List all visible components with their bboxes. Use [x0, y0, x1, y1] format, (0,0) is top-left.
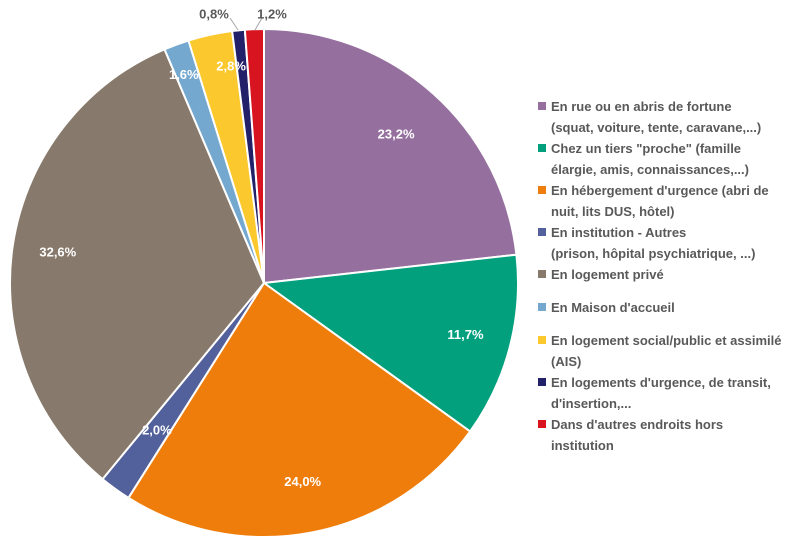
legend-label: institution [551, 438, 614, 453]
legend-label: élargie, amis, connaissances,...) [551, 162, 749, 177]
legend-swatch [538, 270, 546, 278]
legend-item: Chez un tiers "proche" (famille élargie, … [538, 138, 796, 180]
legend-label: En Maison d'accueil [551, 300, 675, 315]
data-labels: 23,2% 11,7% 24,0% 2,0% 32,6% 1,6% 2,8% 0,8% 1,2% [39, 6, 484, 489]
pie-slice-9 [243, 27, 265, 284]
legend-swatch [538, 228, 546, 236]
legend-label: En institution - Autres [551, 225, 687, 240]
legend-item: En hébergement d'urgence (abri de nuit, l… [538, 180, 796, 222]
legend-label: (AIS) [551, 354, 582, 369]
data-label-7: 2,8% [216, 59, 246, 74]
leader-lines [229, 17, 263, 31]
legend-swatch [538, 186, 546, 194]
legend-item: Dans d'autres endroits hors institution [538, 414, 796, 456]
legend-label: Dans d'autres endroits hors [551, 417, 724, 432]
legend-swatch [538, 102, 546, 110]
pie-slices [9, 27, 519, 538]
pie-slice-3 [127, 281, 472, 538]
pie-slice-1 [263, 27, 518, 285]
data-label-5: 32,6% [39, 245, 76, 260]
data-label-8: 0,8% [199, 6, 229, 21]
data-label-9: 1,2% [257, 6, 287, 21]
legend-swatch [538, 378, 546, 386]
data-label-3: 24,0% [284, 474, 321, 489]
leader-line-9 [254, 17, 263, 31]
data-label-6: 1,6% [169, 67, 199, 82]
legend-item: En logement social/public et assimilé (AI… [538, 330, 796, 372]
legend-label: En logements d'urgence, de transit, [551, 375, 771, 390]
legend-swatch [538, 303, 546, 311]
data-label-2: 11,7% [447, 327, 484, 342]
pie-slice-5 [9, 47, 266, 481]
legend-label: En logement social/public et assimilé [551, 333, 782, 348]
legend-item: En logement privé [538, 264, 796, 285]
legend-item: En Maison d'accueil [538, 297, 796, 318]
pie-slice-2 [261, 253, 519, 433]
legend-label: Chez un tiers "proche" (famille [551, 141, 742, 156]
legend-swatch [538, 144, 546, 152]
legend-item: En institution - Autres (prison, hôpital … [538, 222, 796, 264]
legend-swatch [538, 420, 546, 428]
legend-label: d'insertion,... [551, 396, 632, 411]
legend-label: (squat, voiture, tente, caravane,...) [551, 120, 762, 135]
data-label-4: 2,0% [142, 423, 172, 438]
legend-label: nuit, lits DUS, hôtel) [551, 204, 675, 219]
legend-swatch [538, 336, 546, 344]
data-label-1: 23,2% [378, 127, 415, 142]
legend-item: En logements d'urgence, de transit, d'ins… [538, 372, 796, 414]
legend-label: (prison, hôpital psychiatrique, ...) [551, 246, 756, 261]
legend-label: En rue ou en abris de fortune [551, 99, 732, 114]
leader-line-8 [229, 17, 239, 31]
legend-label: En hébergement d'urgence (abri de [551, 183, 769, 198]
legend-label: En logement privé [551, 267, 664, 282]
legend-item: En rue ou en abris de fortune (squat, voi… [538, 96, 796, 138]
legend: En rue ou en abris de fortune (squat, voi… [538, 96, 796, 456]
